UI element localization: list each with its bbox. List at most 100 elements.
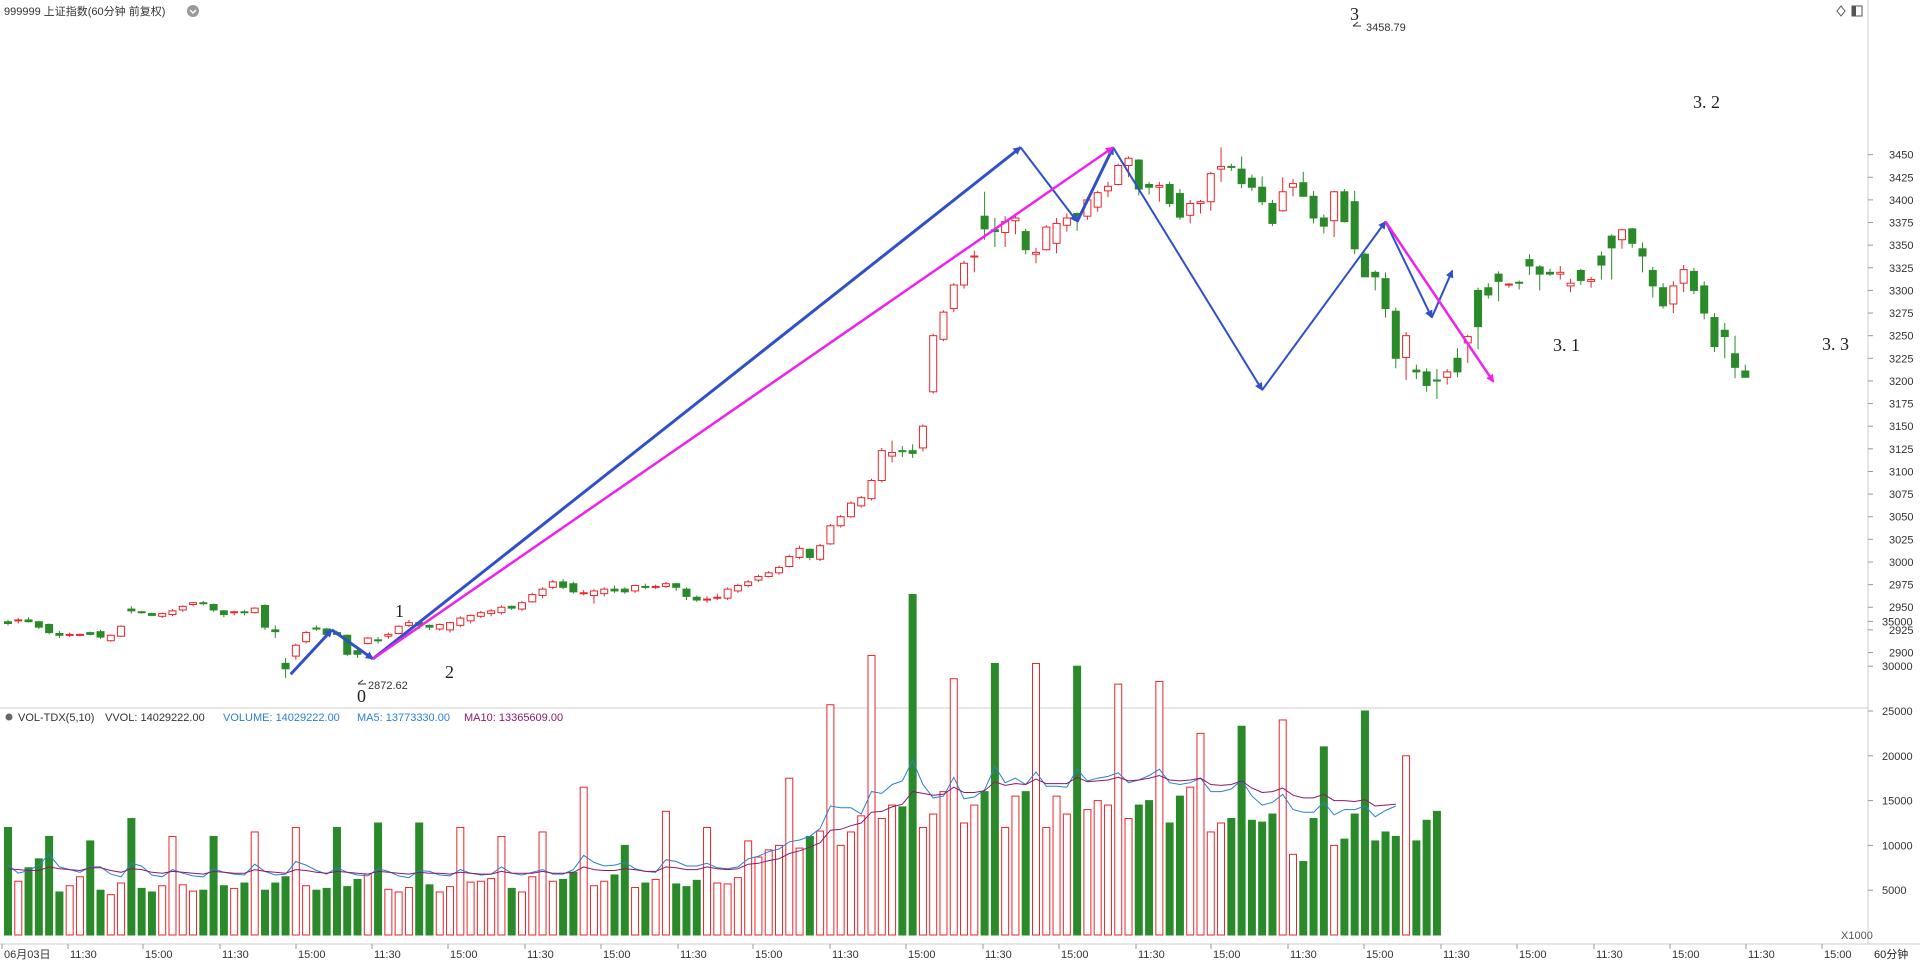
volume-bar (785, 777, 794, 936)
volume-bar (456, 826, 465, 936)
candle-body (877, 450, 886, 482)
volume-bar (620, 844, 629, 936)
volume-bar (127, 818, 136, 936)
candle-body (672, 583, 681, 588)
volume-bar (960, 822, 969, 936)
candle-body (1659, 287, 1668, 307)
volume-bar (1206, 831, 1215, 936)
period-button[interactable]: 60分钟 (1874, 947, 1908, 961)
volume-bar (1186, 786, 1195, 936)
wave-mark-3-2: 3. 2 (1693, 92, 1720, 112)
time-tick-label: 15:00 (450, 949, 478, 961)
price-tick-label: 2950 (1889, 602, 1913, 614)
volume-bar (24, 867, 33, 936)
candle-body (4, 621, 12, 625)
candle-body (1021, 231, 1030, 251)
volume-bar (888, 804, 897, 936)
time-tick-label: 11:30 (374, 949, 401, 961)
price-tick-label: 3275 (1889, 308, 1913, 320)
candle-body (1124, 157, 1133, 167)
price-tick-label: 3100 (1889, 466, 1913, 478)
price-axis: 2900 2925 2950 2975 3000 3025 3050 3075 3100 3125… (1868, 150, 1913, 660)
volume-bar (744, 840, 753, 936)
volume-bar (394, 891, 403, 936)
volume-bar (1134, 804, 1143, 936)
candle-body (980, 215, 989, 230)
candle-body (1011, 217, 1020, 222)
volume-bar (209, 835, 218, 936)
volume-bar (857, 815, 866, 936)
volume-bar (1032, 663, 1040, 936)
candle-body (1258, 186, 1267, 203)
volume-bar (733, 877, 742, 936)
price-tick-label: 2900 (1889, 648, 1913, 660)
candle-body (1700, 285, 1709, 314)
title-dropdown-icon[interactable] (187, 5, 199, 17)
price-tick-label: 2925 (1889, 625, 1913, 637)
volume-bar (589, 885, 598, 936)
volume-bars (4, 594, 1441, 936)
candle-body (548, 581, 557, 588)
low-price-label: 2872.62 (368, 680, 408, 692)
volume-bar (1330, 844, 1339, 936)
volume-bar (764, 849, 773, 936)
volume-bar (497, 835, 506, 936)
volume-ma-lines (7, 759, 1397, 879)
candle-body (1391, 310, 1400, 359)
volume-bar (476, 880, 485, 936)
price-tick-label: 3250 (1889, 331, 1913, 343)
candle-body (137, 611, 146, 614)
candle-body (1247, 177, 1256, 188)
candle-body (1114, 165, 1123, 186)
candle-body (1535, 266, 1544, 275)
volume-bar (713, 882, 722, 936)
volume-bar (137, 887, 146, 936)
volume-bar (1093, 800, 1102, 936)
volume-bar (219, 885, 228, 936)
volume-bar (1217, 822, 1226, 936)
candle-body (158, 613, 167, 617)
volume-bar (1299, 861, 1308, 936)
candle-body (209, 604, 218, 611)
volume-tick-label: 5000 (1882, 885, 1906, 897)
wave-mark-0: 0 (357, 686, 366, 706)
candle-body (579, 592, 588, 595)
volume-tick-label: 20000 (1882, 751, 1913, 763)
candle-body (754, 575, 763, 581)
price-tick-label: 3200 (1889, 376, 1913, 388)
volume-bar (45, 835, 54, 936)
candle-body (1484, 287, 1493, 296)
candle-body (631, 585, 640, 592)
candle-body (75, 633, 84, 636)
candle-body (199, 602, 208, 605)
candle-body (775, 566, 783, 574)
vol-ma5-value: MA5: 13773330.00 (357, 712, 450, 724)
candle-body (1309, 195, 1318, 219)
time-tick-label: 15:00 (1824, 949, 1852, 961)
candle-body (1227, 165, 1236, 168)
candle-body (795, 547, 804, 558)
volume-bar (1289, 853, 1297, 936)
candle-body (661, 583, 670, 587)
time-tick-label: 11:30 (527, 949, 554, 961)
candle-body (45, 623, 54, 634)
candle-body (918, 425, 927, 449)
vol-volume-value: VOLUME: 14029222.00 (223, 712, 340, 724)
candle-body (1278, 191, 1287, 212)
candle-body (785, 556, 794, 568)
volume-bar (1319, 746, 1328, 936)
candle-body (1607, 235, 1616, 249)
time-tick-label: 11:30 (1596, 949, 1623, 961)
panel-toggle-icon[interactable] (1851, 5, 1863, 17)
candle-body (1371, 271, 1380, 278)
volume-bar (1175, 795, 1184, 936)
volume-bar (106, 894, 115, 936)
diamond-icon[interactable] (1836, 5, 1846, 17)
candle-body (888, 451, 897, 457)
volume-bar (1165, 822, 1174, 936)
time-tick-label: 15:00 (145, 949, 173, 961)
candle-body (908, 450, 917, 454)
candle-body (1638, 248, 1647, 257)
indicator-dot-icon[interactable] (5, 713, 13, 721)
candle-body (147, 613, 156, 616)
